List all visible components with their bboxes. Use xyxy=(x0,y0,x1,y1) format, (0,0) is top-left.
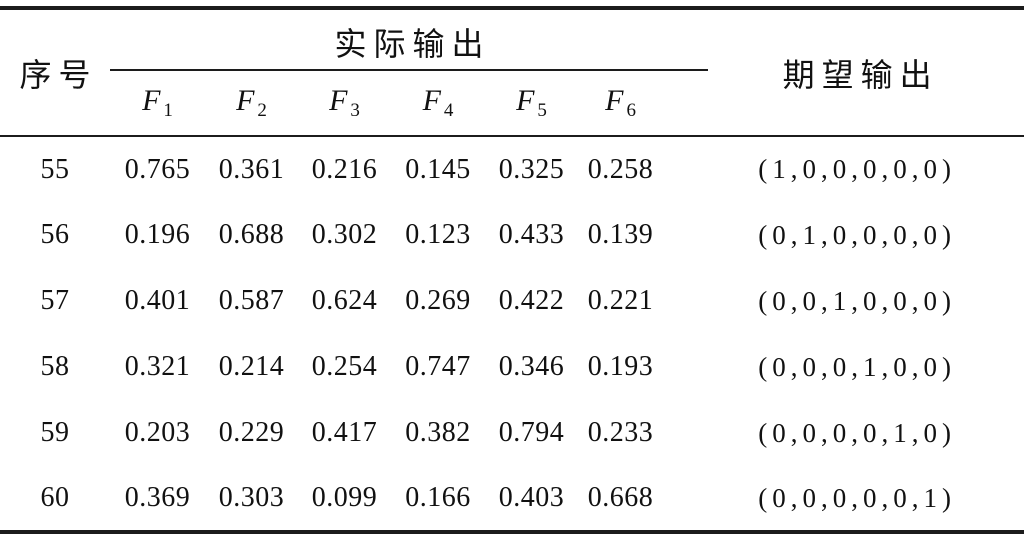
f-symbol: F xyxy=(329,84,348,117)
f-symbol: F xyxy=(236,84,255,117)
table-row: 56 0.196 0.688 0.302 0.123 0.433 0.139 (… xyxy=(0,202,1024,268)
expected-output-cell: (1,0,0,0,0,0) xyxy=(758,154,956,184)
output-value-cell: 0.346 xyxy=(498,351,565,382)
col-header-expected-output: 期望输出 xyxy=(708,8,1024,137)
output-value-cell: 0.254 xyxy=(311,351,378,382)
expected-output-cell: (0,0,1,0,0,0) xyxy=(758,285,956,316)
output-value-cell: 0.422 xyxy=(498,285,565,316)
f-subscript: 4 xyxy=(443,100,454,121)
output-value-cell: 0.361 xyxy=(218,153,285,185)
output-value-cell: 0.401 xyxy=(124,285,191,316)
f-symbol: F xyxy=(516,84,535,117)
output-value-cell: 0.765 xyxy=(124,153,191,185)
output-value-cell: 0.417 xyxy=(311,417,378,448)
output-value-cell: 0.233 xyxy=(587,417,654,448)
header-row-group: 序号 实际输出 期望输出 xyxy=(0,8,1024,137)
output-value-cell: 0.196 xyxy=(124,219,191,250)
table-row: 58 0.321 0.214 0.254 0.747 0.346 0.193 (… xyxy=(0,334,1024,400)
output-value-cell: 0.747 xyxy=(405,351,471,382)
output-value-cell: 0.369 xyxy=(124,482,191,513)
output-value-cell: 0.229 xyxy=(218,417,285,448)
f-subscript: 6 xyxy=(626,100,636,121)
table-row: 60 0.369 0.303 0.099 0.166 0.403 0.668 (… xyxy=(0,466,1024,532)
row-index-cell: 60 xyxy=(40,482,70,513)
f-subscript: 5 xyxy=(537,100,547,121)
f-symbol: F xyxy=(142,84,161,117)
output-value-cell: 0.382 xyxy=(405,417,471,448)
f-symbol: F xyxy=(422,84,441,117)
f-subscript: 2 xyxy=(257,100,267,121)
table-row: 59 0.203 0.229 0.417 0.382 0.794 0.233 (… xyxy=(0,400,1024,466)
row-index-cell: 56 xyxy=(40,219,70,250)
table-row: 55 0.765 0.361 0.216 0.145 0.325 0.258 (… xyxy=(0,136,1024,202)
output-value-cell: 0.321 xyxy=(124,351,191,382)
output-value-cell: 0.303 xyxy=(218,482,285,513)
row-index-cell: 55 xyxy=(40,153,70,185)
output-value-cell: 0.403 xyxy=(498,482,565,513)
output-value-cell: 0.099 xyxy=(311,482,378,513)
output-value-cell: 0.193 xyxy=(587,351,654,382)
expected-output-cell: (0,1,0,0,0,0) xyxy=(758,219,956,250)
table-row: 57 0.401 0.587 0.624 0.269 0.422 0.221 (… xyxy=(0,268,1024,334)
col-header-index: 序号 xyxy=(0,8,110,137)
expected-output-cell: (0,0,0,0,1,0) xyxy=(758,417,956,448)
col-header-actual-output-group: 实际输出 xyxy=(110,8,709,71)
f-subscript: 1 xyxy=(163,100,173,121)
output-value-cell: 0.587 xyxy=(218,285,285,316)
output-value-cell: 0.688 xyxy=(218,219,285,250)
expected-output-cell: (0,0,0,0,0,1) xyxy=(758,482,956,513)
output-value-cell: 0.433 xyxy=(498,219,565,250)
f-subscript: 3 xyxy=(350,100,360,121)
output-value-cell: 0.216 xyxy=(311,153,378,185)
output-value-cell: 0.123 xyxy=(405,219,471,250)
output-value-cell: 0.668 xyxy=(587,482,654,513)
output-value-cell: 0.269 xyxy=(405,285,471,316)
output-value-cell: 0.258 xyxy=(587,153,654,185)
output-value-cell: 0.302 xyxy=(311,219,378,250)
output-value-cell: 0.221 xyxy=(587,285,654,316)
expected-output-cell: (0,0,0,1,0,0) xyxy=(758,351,956,382)
f-symbol: F xyxy=(605,84,624,117)
output-value-cell: 0.325 xyxy=(498,153,565,185)
output-value-cell: 0.139 xyxy=(587,219,654,250)
output-value-cell: 0.624 xyxy=(311,285,378,316)
output-value-cell: 0.214 xyxy=(218,351,285,382)
row-index-cell: 59 xyxy=(40,417,70,448)
row-index-cell: 58 xyxy=(40,351,70,382)
row-index-cell: 57 xyxy=(40,285,70,316)
output-value-cell: 0.794 xyxy=(498,417,565,448)
output-value-cell: 0.166 xyxy=(405,482,471,513)
output-value-cell: 0.203 xyxy=(124,417,191,448)
output-value-cell: 0.145 xyxy=(405,153,471,185)
